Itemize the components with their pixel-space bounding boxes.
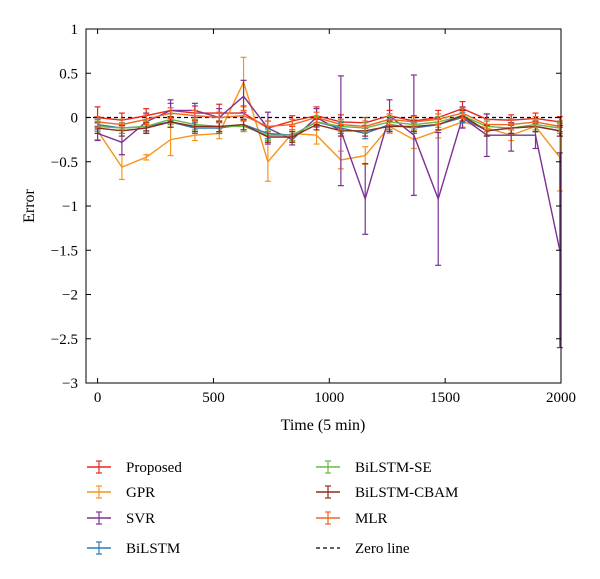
legend-item-mlr: MLR [316, 511, 388, 527]
legend: Proposed GPR SVR BiLSTM BiLSTM-SE BiLSTM-CBAM… [87, 460, 458, 557]
series-svr [94, 74, 563, 349]
y-tick-label: 0.5 [59, 66, 78, 82]
legend-label: Zero line [355, 541, 410, 557]
series-mlr [94, 107, 563, 133]
legend-item-gpr: GPR [87, 485, 155, 501]
legend-item-zero-line: Zero line [316, 541, 410, 557]
x-tick-label: 500 [202, 390, 225, 406]
legend-label: BiLSTM [126, 541, 180, 557]
x-axis-label: Time (5 min) [281, 417, 366, 434]
legend-label: BiLSTM-CBAM [355, 485, 458, 501]
plot-frame [85, 28, 562, 384]
series-line-bilstm-se [97, 114, 560, 136]
legend-label: SVR [126, 511, 155, 527]
x-tick-label: 1500 [430, 390, 460, 406]
x-tick-label: 2000 [546, 390, 576, 406]
plot-area [86, 56, 563, 349]
y-tick-label: −2.5 [51, 332, 78, 348]
legend-item-bilstm-se: BiLSTM-SE [316, 460, 432, 476]
y-tick-label: 1 [71, 22, 79, 38]
legend-label: GPR [126, 485, 155, 501]
series-line-gpr [97, 80, 561, 168]
y-tick-label: 0 [71, 111, 79, 127]
series-bilstm-cbam [94, 109, 563, 143]
x-tick-label: 0 [94, 390, 102, 406]
legend-item-svr: SVR [87, 511, 155, 527]
series-line-bilstm-cbam [97, 114, 560, 138]
y-tick-label: −1.5 [51, 243, 78, 259]
legend-label: MLR [355, 511, 388, 527]
legend-item-proposed: Proposed [87, 460, 182, 476]
legend-item-bilstm-cbam: BiLSTM-CBAM [316, 485, 458, 501]
axes: 0 500 1000 1500 2000 1 0.5 0 −0.5 −1 −1.5 −2 −2.5 −3 [51, 22, 576, 406]
y-tick-label: −3 [62, 376, 78, 392]
y-tick-label: −1 [62, 199, 78, 215]
legend-label: BiLSTM-SE [355, 460, 432, 476]
legend-item-bilstm: BiLSTM [87, 541, 180, 557]
y-tick-label: −2 [62, 288, 78, 304]
y-axis-label: Error [21, 188, 38, 222]
series-line-mlr [97, 112, 560, 128]
x-tick-label: 1000 [314, 390, 344, 406]
y-tick-label: −0.5 [51, 155, 78, 171]
legend-label: Proposed [126, 460, 182, 476]
